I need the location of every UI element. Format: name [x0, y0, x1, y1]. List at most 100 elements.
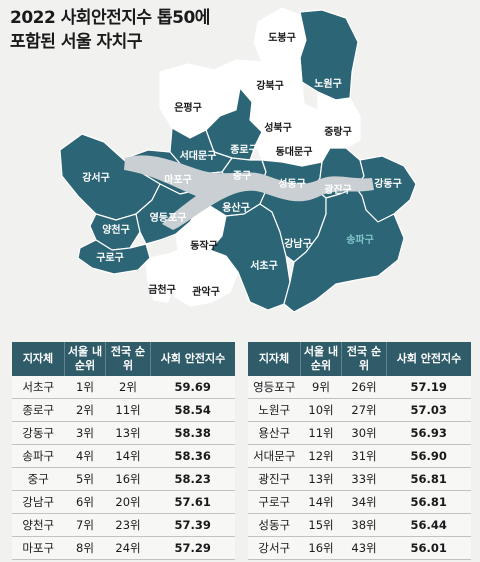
district-label-종로구: 종로구 [230, 144, 258, 156]
district-label-금천구: 금천구 [148, 283, 176, 296]
cell-score: 57.29 [150, 536, 235, 560]
cell-national-rank: 13위 [105, 421, 151, 445]
header-national-rank: 전국 순위 [341, 342, 387, 376]
cell-national-rank: 16위 [105, 467, 151, 491]
header-seoul-rank: 서울 내 순위 [64, 342, 106, 376]
table-row: 중구 5위 16위 58.23 [12, 467, 235, 491]
district-label-서초구: 서초구 [250, 259, 278, 272]
cell-seoul-rank: 7위 [64, 513, 106, 537]
cell-national-rank: 2위 [105, 376, 151, 399]
cell-seoul-rank: 15위 [300, 513, 342, 537]
district-label-중랑구: 중랑구 [324, 126, 352, 138]
cell-district: 서대문구 [248, 444, 301, 468]
header-district: 지자체 [248, 342, 301, 376]
district-label-중구: 중구 [233, 170, 251, 182]
cell-score: 58.38 [150, 421, 235, 445]
table-row: 송파구 4위 14위 58.36 [12, 444, 235, 468]
district-label-노원구: 노원구 [314, 77, 342, 90]
cell-seoul-rank: 8위 [64, 536, 106, 560]
title-line-2: 포함된 서울 자치구 [10, 32, 142, 52]
cell-seoul-rank: 9위 [300, 376, 342, 399]
table-row: 서초구 1위 2위 59.69 [12, 376, 235, 399]
cell-district: 용산구 [248, 421, 301, 445]
table-row: 강동구 3위 13위 58.38 [12, 421, 235, 445]
cell-district: 강동구 [12, 421, 65, 445]
district-area-관악구 [167, 249, 239, 307]
cell-national-rank: 34위 [341, 490, 387, 514]
district-label-서대문구: 서대문구 [180, 149, 217, 162]
district-label-성동구: 성동구 [278, 177, 306, 190]
header-score: 사회 안전지수 [386, 342, 471, 376]
district-label-동작구: 동작구 [190, 239, 218, 252]
district-label-도봉구: 도봉구 [268, 32, 296, 44]
cell-district: 강서구 [248, 536, 301, 560]
cell-district: 성동구 [248, 513, 301, 537]
cell-national-rank: 26위 [341, 376, 387, 399]
cell-national-rank: 14위 [105, 444, 151, 468]
cell-score: 57.61 [150, 490, 235, 514]
cell-national-rank: 24위 [105, 536, 151, 560]
table-row: 용산구 11위 30위 56.93 [248, 421, 471, 445]
district-label-송파구: 송파구 [346, 233, 374, 246]
district-label-용산구: 용산구 [222, 201, 250, 214]
district-label-성북구: 성북구 [264, 121, 292, 134]
cell-score: 56.93 [386, 421, 471, 445]
cell-district: 양천구 [12, 513, 65, 537]
cell-seoul-rank: 16위 [300, 536, 342, 560]
cell-seoul-rank: 3위 [64, 421, 106, 445]
cell-national-rank: 43위 [341, 536, 387, 560]
cell-national-rank: 23위 [105, 513, 151, 537]
district-label-강남구: 강남구 [284, 237, 312, 250]
cell-national-rank: 30위 [341, 421, 387, 445]
district-label-동대문구: 동대문구 [276, 145, 313, 158]
ranking-table-right: 지자체 서울 내 순위 전국 순위 사회 안전지수 영등포구 9위 26위 57.19… [248, 342, 471, 560]
district-label-강서구: 강서구 [82, 171, 110, 184]
cell-district: 마포구 [12, 536, 65, 560]
cell-seoul-rank: 1위 [64, 376, 106, 399]
cell-score: 59.69 [150, 376, 235, 399]
cell-seoul-rank: 13위 [300, 467, 342, 491]
cell-seoul-rank: 12위 [300, 444, 342, 468]
cell-score: 56.90 [386, 444, 471, 468]
cell-district: 종로구 [12, 398, 65, 422]
table-row: 강남구 6위 20위 57.61 [12, 490, 235, 514]
district-label-마포구: 마포구 [164, 173, 192, 186]
cell-score: 57.03 [386, 398, 471, 422]
cell-score: 57.39 [150, 513, 235, 537]
cell-score: 58.36 [150, 444, 235, 468]
table-row: 양천구 7위 23위 57.39 [12, 513, 235, 537]
table-header-row: 지자체 서울 내 순위 전국 순위 사회 안전지수 [248, 342, 471, 376]
chart-title: 2022 사회안전지수 톱50에 포함된 서울 자치구 [10, 6, 210, 54]
district-label-영등포구: 영등포구 [150, 211, 187, 224]
cell-score: 58.54 [150, 398, 235, 422]
table-row: 성동구 15위 38위 56.44 [248, 513, 471, 537]
ranking-table-left: 지자체 서울 내 순위 전국 순위 사회 안전지수 서초구 1위 2위 59.69 종로… [12, 342, 235, 560]
district-label-강북구: 강북구 [256, 79, 284, 92]
table-row: 마포구 8위 24위 57.29 [12, 536, 235, 560]
cell-district: 서초구 [12, 376, 65, 399]
cell-seoul-rank: 4위 [64, 444, 106, 468]
table-row: 구로구 14위 34위 56.81 [248, 490, 471, 514]
title-line-1: 2022 사회안전지수 톱50에 [10, 8, 210, 28]
cell-seoul-rank: 11위 [300, 421, 342, 445]
cell-score: 57.19 [386, 376, 471, 399]
cell-score: 56.81 [386, 490, 471, 514]
district-area-중랑구 [315, 91, 361, 149]
header-district: 지자체 [12, 342, 65, 376]
cell-score: 58.23 [150, 467, 235, 491]
cell-national-rank: 33위 [341, 467, 387, 491]
cell-national-rank: 38위 [341, 513, 387, 537]
cell-district: 강남구 [12, 490, 65, 514]
cell-district: 노원구 [248, 398, 301, 422]
header-score: 사회 안전지수 [150, 342, 235, 376]
district-label-은평구: 은평구 [174, 101, 202, 114]
table-row: 광진구 13위 33위 56.81 [248, 467, 471, 491]
cell-district: 구로구 [248, 490, 301, 514]
han-river [124, 155, 374, 230]
cell-score: 56.81 [386, 467, 471, 491]
cell-seoul-rank: 10위 [300, 398, 342, 422]
cell-seoul-rank: 14위 [300, 490, 342, 514]
district-label-구로구: 구로구 [96, 252, 124, 264]
table-header-row: 지자체 서울 내 순위 전국 순위 사회 안전지수 [12, 342, 235, 376]
